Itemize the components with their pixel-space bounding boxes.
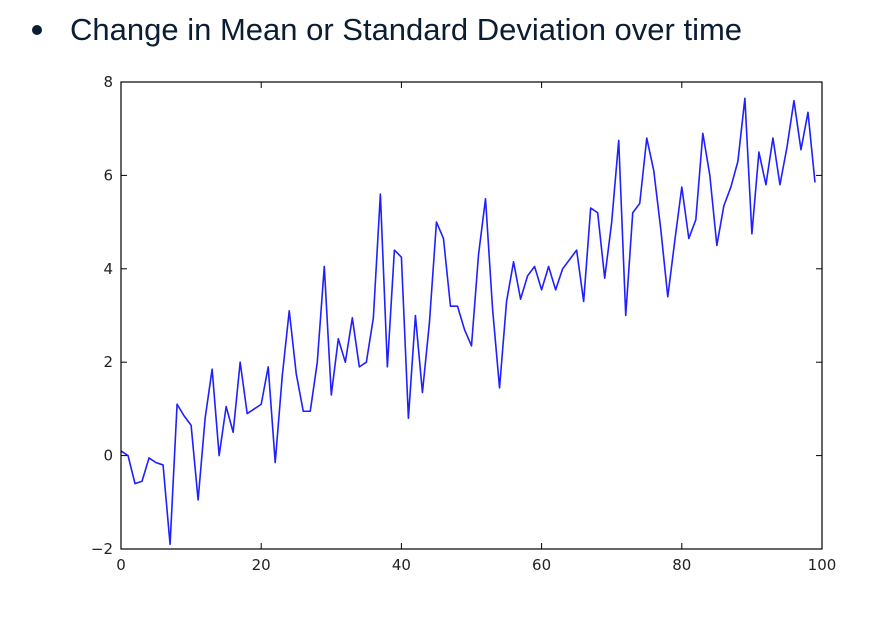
slide-bullet: Change in Mean or Standard Deviation ove… [26,10,742,50]
plot-frame [120,81,823,550]
x-tick-label: 60 [532,556,551,574]
x-tick-label: 40 [392,556,411,574]
y-tick-label: −2 [91,540,113,558]
x-tick-label: 0 [116,556,126,574]
series-line [120,97,816,546]
x-tick-label: 100 [808,556,837,574]
y-tick-label: 8 [103,73,113,91]
x-tick-label: 80 [672,556,691,574]
y-tick-label: 2 [103,353,113,371]
x-tick-label: 20 [252,556,271,574]
series-layer [120,97,816,546]
bullet-dot-icon [32,25,42,35]
y-tick-label: 4 [103,260,113,278]
y-tick-label: 0 [103,447,113,465]
bullet-text: Change in Mean or Standard Deviation ove… [70,12,743,47]
y-tick-label: 6 [103,166,113,184]
